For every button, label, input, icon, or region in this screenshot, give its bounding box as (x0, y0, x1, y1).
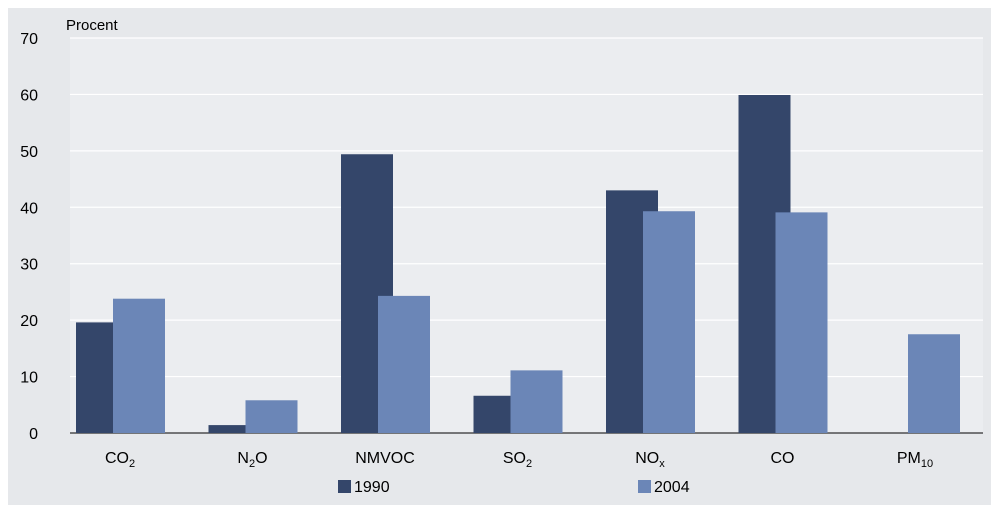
y-axis: 0 10 20 30 40 50 60 70 (20, 31, 38, 443)
y-tick-label: 70 (20, 31, 38, 48)
legend-swatch-2004 (638, 480, 651, 493)
x-category-label: N2O (237, 450, 267, 470)
bar-2004 (113, 298, 165, 433)
x-category-label: CO (771, 450, 795, 467)
bar-1990 (208, 425, 261, 433)
legend-label-1990: 1990 (354, 479, 390, 496)
x-axis: CO2 N2O NMVOC SO2 NOx CO PM10 (105, 450, 933, 470)
bar-2004 (245, 400, 298, 433)
y-tick-label: 20 (20, 313, 38, 330)
chart-container: 0 10 20 30 40 50 60 70 CO2 N2O NMVOC SO2 NOx CO PM10 … (8, 8, 991, 505)
plot-area (70, 38, 983, 433)
bar-2004 (908, 334, 960, 433)
x-category-label: CO2 (105, 450, 135, 470)
legend: 1990 2004 (338, 479, 690, 496)
bar-2004 (378, 295, 430, 433)
bars (76, 94, 960, 433)
y-tick-label: 10 (20, 370, 38, 387)
y-tick-label: 60 (20, 87, 38, 104)
y-tick-label: 40 (20, 200, 38, 217)
bar-2004 (775, 212, 828, 433)
y-axis-unit-label: Procent (66, 17, 119, 34)
bar-2004 (643, 211, 695, 433)
bar-2004 (510, 370, 563, 433)
legend-label-2004: 2004 (654, 479, 690, 496)
legend-swatch-1990 (338, 480, 351, 493)
x-category-label: SO2 (503, 450, 532, 470)
x-category-label: NOx (635, 450, 665, 470)
x-category-label: NMVOC (355, 450, 415, 467)
y-tick-label: 50 (20, 144, 38, 161)
y-tick-label: 0 (29, 426, 38, 443)
y-tick-label: 30 (20, 257, 38, 274)
x-category-label: PM10 (897, 450, 933, 470)
